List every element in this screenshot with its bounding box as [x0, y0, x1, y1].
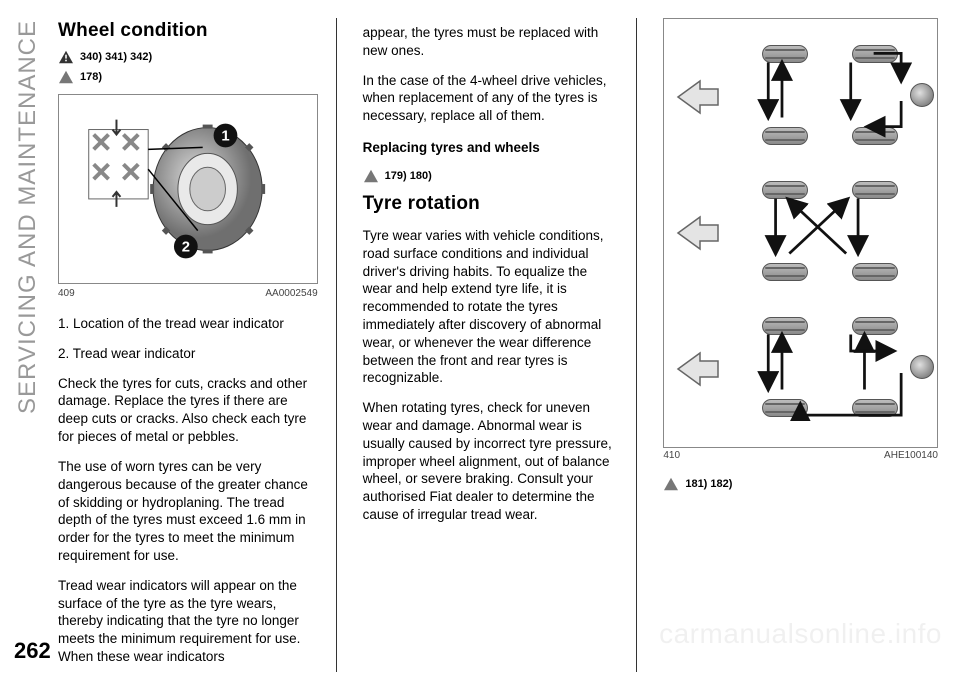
rotation-set-3 — [672, 307, 929, 432]
figure-number-1: 409 — [58, 288, 75, 299]
paragraph-5: Tyre wear varies with vehicle conditions… — [363, 227, 619, 387]
heading-tyre-rotation: Tyre rotation — [363, 193, 619, 215]
paragraph-3: Tread wear indicators will appear on the… — [58, 577, 318, 666]
paragraph-4: In the case of the 4-wheel drive vehicle… — [363, 72, 619, 125]
note-icon — [663, 477, 679, 491]
svg-text:2: 2 — [182, 239, 190, 255]
rotation-arrows-2 — [672, 171, 929, 286]
figure-rotation — [663, 18, 938, 448]
manual-page: SERVICING AND MAINTENANCE 262 carmanuals… — [0, 0, 960, 678]
svg-text:1: 1 — [221, 128, 229, 144]
note-refs-text: 178) — [80, 71, 102, 83]
warning-refs-text: 340) 341) 342) — [80, 51, 152, 63]
warning-icon — [58, 50, 74, 64]
sub-note-refs: 179) 180) — [363, 169, 619, 183]
note-icon — [58, 70, 74, 84]
watermark: carmanualsonline.info — [659, 618, 942, 650]
figure-caption-1: 409 AA0002549 — [58, 288, 318, 299]
note-refs-col3: 181) 182) — [663, 477, 938, 491]
paragraph-2: The use of worn tyres can be very danger… — [58, 458, 318, 565]
page-number: 262 — [14, 638, 51, 664]
figure-number-2: 410 — [663, 450, 680, 461]
note-refs: 178) — [58, 70, 318, 84]
section-label: SERVICING AND MAINTENANCE — [14, 20, 42, 414]
rotation-arrows-3 — [672, 307, 929, 422]
figure-tyre: 1 2 — [58, 94, 318, 284]
tyre-illustration: 1 2 — [59, 95, 317, 283]
rotation-set-2 — [672, 171, 929, 296]
rotation-arrows-1 — [672, 35, 929, 150]
content-columns: Wheel condition 340) 341) 342) 178) — [58, 18, 938, 666]
figure-code-2: AHE100140 — [884, 450, 938, 461]
rotation-set-1 — [672, 35, 929, 160]
paragraph-6: When rotating tyres, check for uneven we… — [363, 399, 619, 524]
subheading-replacing: Replacing tyres and wheels — [363, 139, 619, 157]
paragraph-1: Check the tyres for cuts, cracks and oth… — [58, 375, 318, 446]
paragraph-cont: appear, the tyres must be replaced with … — [363, 24, 619, 60]
column-1: Wheel condition 340) 341) 342) 178) — [58, 18, 337, 672]
legend-line-1: 1. Location of the tread wear indicator — [58, 315, 318, 333]
note-icon — [363, 169, 379, 183]
note-refs-col3-text: 181) 182) — [685, 478, 732, 490]
sub-note-refs-text: 179) 180) — [385, 170, 432, 182]
figure-code-1: AA0002549 — [265, 288, 317, 299]
figure-caption-2: 410 AHE100140 — [663, 450, 938, 461]
column-2: appear, the tyres must be replaced with … — [359, 18, 638, 672]
heading-wheel-condition: Wheel condition — [58, 20, 318, 42]
legend-line-2: 2. Tread wear indicator — [58, 345, 318, 363]
warning-refs: 340) 341) 342) — [58, 50, 318, 64]
column-3: 410 AHE100140 181) 182) — [659, 18, 938, 672]
